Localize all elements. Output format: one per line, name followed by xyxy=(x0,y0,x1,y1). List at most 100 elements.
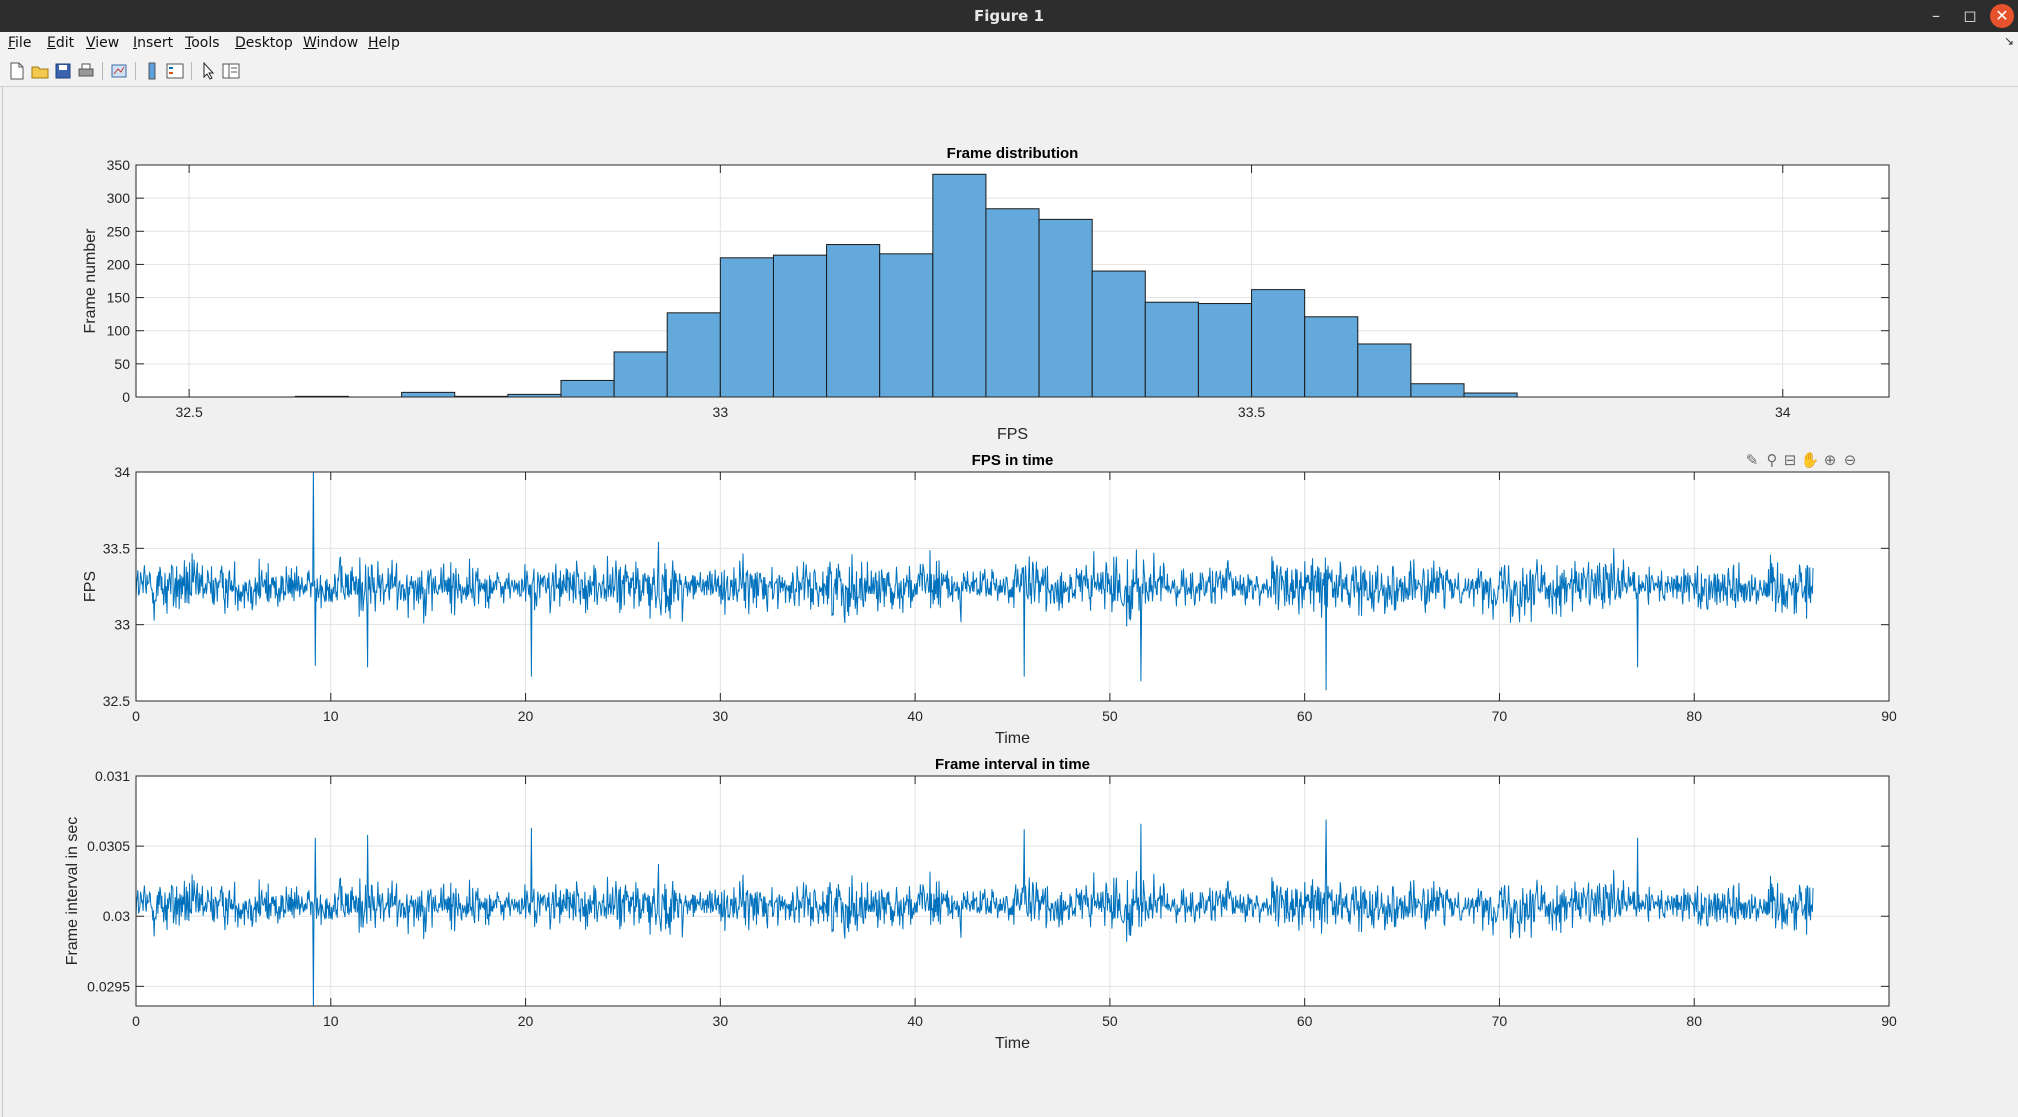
x-tick-label: 90 xyxy=(1881,708,1897,724)
x-tick-label: 0 xyxy=(132,708,140,724)
histogram-bar xyxy=(560,379,615,398)
x-tick-label: 60 xyxy=(1297,708,1313,724)
y-tick-label: 50 xyxy=(114,356,130,372)
x-axis-label: Time xyxy=(995,730,1030,747)
menu-bar: File Edit View Insert Tools Desktop Window Help… xyxy=(0,32,2018,56)
x-tick-label: 33.5 xyxy=(1238,404,1265,420)
toolbar-separator xyxy=(135,62,136,80)
close-icon[interactable]: ✕ xyxy=(1990,4,2014,28)
menu-desktop[interactable]: Desktop xyxy=(235,35,293,51)
menu-window[interactable]: Window xyxy=(303,35,359,51)
x-tick-label: 80 xyxy=(1686,1013,1702,1029)
insert-colorbar-icon[interactable] xyxy=(141,60,163,82)
axes-background-2 xyxy=(136,776,1889,1006)
y-tick-label: 33 xyxy=(114,617,130,633)
x-tick-label: 33 xyxy=(713,404,729,420)
y-tick-label: 200 xyxy=(107,256,131,272)
x-tick-label: 70 xyxy=(1492,708,1508,724)
x-tick-label: 60 xyxy=(1297,1013,1313,1029)
select-arrow-icon[interactable] xyxy=(197,60,219,82)
y-tick-label: 0 xyxy=(122,389,130,405)
minimize-icon[interactable]: – xyxy=(1932,6,1940,25)
series-line xyxy=(136,472,1814,691)
histogram-bar xyxy=(1304,316,1359,398)
y-tick-label: 100 xyxy=(107,323,131,339)
histogram-bar xyxy=(772,254,828,398)
y-tick-label: 350 xyxy=(107,157,131,173)
x-axis-label: FPS xyxy=(997,426,1028,443)
x-tick-label: 30 xyxy=(713,1013,729,1029)
x-tick-label: 34 xyxy=(1775,404,1791,420)
histogram-bar xyxy=(932,173,987,398)
brush-icon[interactable]: ✎ xyxy=(1746,451,1759,469)
axes-box-2 xyxy=(135,775,1890,1007)
data-tips-icon[interactable]: ⚲ xyxy=(1767,451,1778,469)
histogram-bar xyxy=(401,391,456,398)
y-tick-label: 0.03 xyxy=(103,908,130,924)
axes-toolbar: ✎ ⚲ ⊟ ✋ ⊕ ⊖ xyxy=(1746,451,1857,469)
x-tick-label: 10 xyxy=(323,1013,339,1029)
x-tick-label: 10 xyxy=(323,708,339,724)
open-file-icon[interactable] xyxy=(29,60,51,82)
new-figure-icon[interactable] xyxy=(6,60,28,82)
x-tick-label: 32.5 xyxy=(175,404,202,420)
maximize-icon[interactable]: ◻ xyxy=(1963,6,1977,25)
axes-box-0 xyxy=(135,164,1890,398)
y-tick-label: 0.031 xyxy=(95,768,130,784)
insert-legend-icon[interactable] xyxy=(164,60,186,82)
histogram-bar xyxy=(826,244,881,398)
zoom-in-icon[interactable]: ✋ xyxy=(1801,451,1820,469)
histogram-bar xyxy=(1410,383,1465,398)
histogram-bar xyxy=(879,253,934,398)
histogram-bar xyxy=(719,257,774,398)
x-tick-label: 0 xyxy=(132,1013,140,1029)
property-inspector-icon[interactable] xyxy=(220,60,242,82)
print-icon[interactable] xyxy=(75,60,97,82)
y-axis-label: Frame interval in sec xyxy=(64,817,81,966)
axes-title: FPS in time xyxy=(972,452,1054,469)
zoom-out-icon[interactable]: ⊕ xyxy=(1824,451,1837,469)
axes-title: Frame distribution xyxy=(947,145,1079,162)
link-plot-icon[interactable] xyxy=(108,60,130,82)
histogram-bar xyxy=(1144,301,1199,398)
toolbar-separator xyxy=(191,62,192,80)
histogram-bar xyxy=(666,312,721,398)
menu-view[interactable]: View xyxy=(86,35,120,51)
y-tick-label: 32.5 xyxy=(103,693,130,709)
menu-file[interactable]: File xyxy=(8,35,32,51)
histogram-bar xyxy=(1251,289,1306,398)
y-tick-label: 0.0305 xyxy=(87,838,130,854)
save-icon[interactable] xyxy=(52,60,74,82)
y-axis-label: Frame number xyxy=(82,228,99,334)
histogram-bar xyxy=(985,208,1040,398)
y-tick-label: 33.5 xyxy=(103,540,130,556)
series-line xyxy=(136,819,1814,1006)
histogram-bar xyxy=(1091,270,1146,398)
menu-insert[interactable]: Insert xyxy=(133,35,174,51)
x-tick-label: 80 xyxy=(1686,708,1702,724)
home-icon[interactable]: ⊖ xyxy=(1844,451,1857,469)
pan-icon[interactable]: ⊟ xyxy=(1784,451,1797,469)
dock-arrow-icon[interactable]: ↘ xyxy=(2003,34,2014,48)
x-tick-label: 30 xyxy=(713,708,729,724)
histogram-bar xyxy=(1463,392,1518,398)
x-tick-label: 70 xyxy=(1492,1013,1508,1029)
x-tick-label: 50 xyxy=(1102,708,1118,724)
window-title: Figure 1 xyxy=(973,7,1045,25)
histogram-bar xyxy=(1197,303,1253,398)
menu-help[interactable]: Help xyxy=(368,35,400,51)
y-axis-label: FPS xyxy=(82,571,99,602)
y-tick-label: 150 xyxy=(107,290,131,306)
axes-title: Frame interval in time xyxy=(935,756,1090,773)
axes-box-1 xyxy=(135,471,1890,702)
y-tick-label: 0.0295 xyxy=(87,978,130,994)
histogram-bar xyxy=(1038,218,1093,398)
y-tick-label: 250 xyxy=(107,223,131,239)
title-bar: Figure 1 – ◻ ✕ xyxy=(0,0,2018,32)
x-tick-label: 40 xyxy=(907,1013,923,1029)
x-tick-label: 20 xyxy=(518,1013,534,1029)
menu-tools[interactable]: Tools xyxy=(185,35,220,51)
menu-edit[interactable]: Edit xyxy=(47,35,75,51)
x-axis-label: Time xyxy=(995,1035,1030,1052)
